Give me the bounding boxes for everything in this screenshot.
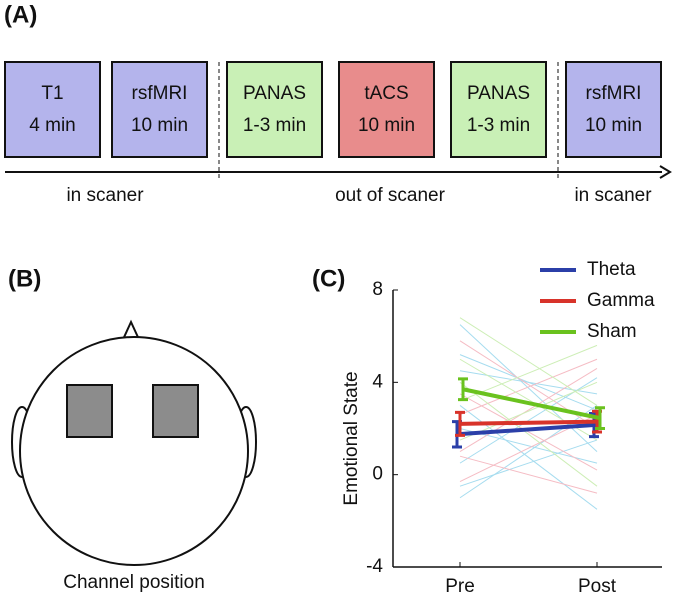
subject-line [459, 393, 598, 471]
block [4, 61, 101, 158]
caption: Channel position [63, 572, 205, 593]
block-name: PANAS [467, 83, 530, 104]
legend-label: Gamma [587, 290, 655, 311]
block-duration: 4 min [29, 115, 75, 136]
y-tick-label: 4 [372, 371, 383, 392]
phase-label: in scaner [66, 185, 144, 206]
series-line [459, 419, 598, 426]
y-tick-label: -4 [366, 556, 383, 577]
x-tick-label: Pre [445, 576, 475, 597]
block [338, 61, 435, 158]
subject-line [459, 381, 598, 487]
block [111, 61, 208, 158]
block-duration: 10 min [585, 115, 642, 136]
block [450, 61, 547, 158]
panel-label: (C) [312, 265, 345, 292]
block-name: rsfMRI [586, 83, 642, 104]
channel [152, 384, 199, 438]
x-tick-label: Post [578, 576, 617, 597]
arrow-head [659, 165, 672, 179]
y-tick-label: 8 [372, 279, 383, 300]
panel-label: (A) [4, 1, 37, 28]
subject-line [459, 439, 598, 487]
subject-line [459, 358, 598, 416]
subject-line [459, 455, 598, 494]
block-duration: 10 min [358, 115, 415, 136]
subject-line [459, 381, 598, 441]
block-name: tACS [364, 83, 408, 104]
phase-label: in scaner [574, 185, 652, 206]
subject-line [459, 368, 598, 453]
panel-label: (B) [8, 265, 41, 292]
block-duration: 1-3 min [467, 115, 530, 136]
series-line [456, 423, 595, 437]
subject-line [459, 317, 598, 406]
y-axis-label: Emotional State [341, 371, 362, 505]
subject-line [459, 370, 598, 395]
block-duration: 10 min [131, 115, 188, 136]
y-tick-label: 0 [372, 464, 383, 485]
block [226, 61, 323, 158]
error-bar [455, 410, 465, 437]
legend-label: Sham [587, 321, 637, 342]
subject-line [459, 324, 598, 452]
series-line [462, 387, 601, 421]
phase-label: out of scaner [335, 185, 446, 206]
legend-label: Theta [587, 259, 636, 280]
block-duration: 1-3 min [243, 115, 306, 136]
subject-line [459, 405, 598, 499]
block-name: T1 [41, 83, 63, 104]
block [565, 61, 662, 158]
block-name: PANAS [243, 83, 306, 104]
block-name: rsfMRI [132, 83, 188, 104]
channel [66, 384, 113, 438]
head [19, 336, 249, 566]
